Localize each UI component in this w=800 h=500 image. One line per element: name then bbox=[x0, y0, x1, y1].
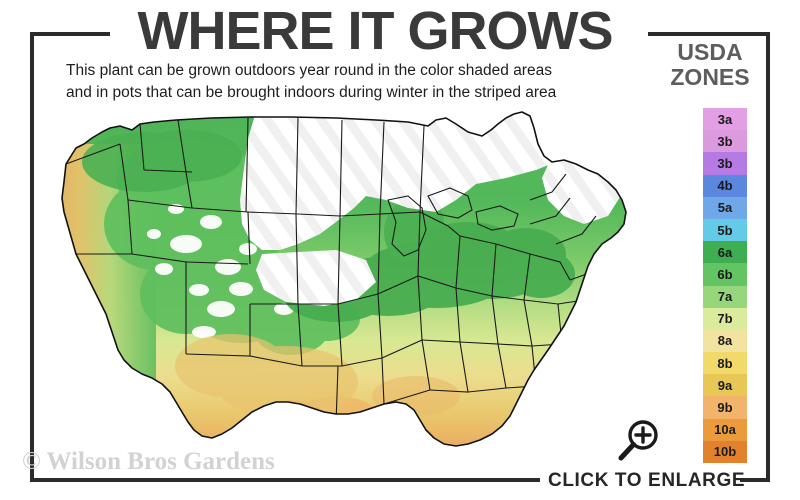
legend-swatch-9b-13: 9b bbox=[703, 396, 747, 419]
legend-swatch-5a-4: 5a bbox=[703, 196, 747, 219]
legend-swatch-10b-15: 10b bbox=[703, 440, 747, 463]
legend-swatch-7a-8: 7a bbox=[703, 285, 747, 308]
map-climate-fill bbox=[62, 112, 626, 446]
click-to-enlarge-label[interactable]: CLICK TO ENLARGE bbox=[548, 470, 746, 491]
legend-swatch-4b-3: 4b bbox=[703, 174, 747, 197]
map-svg bbox=[61, 111, 627, 447]
legend-swatch-3b-2: 3b bbox=[703, 152, 747, 175]
legend-title-line-2: ZONES bbox=[670, 64, 750, 90]
us-outline bbox=[61, 111, 627, 447]
legend-swatch-5b-5: 5b bbox=[703, 218, 747, 242]
legend-swatch-3b-1: 3b bbox=[703, 130, 747, 153]
legend-swatch-6b-7: 6b bbox=[703, 263, 747, 286]
page-title: WHERE IT GROWS bbox=[137, 1, 614, 61]
subtitle-line-2: and in pots that can be brought indoors … bbox=[66, 84, 557, 101]
frame-top-left-rail bbox=[30, 32, 110, 36]
state-boundaries bbox=[65, 117, 605, 425]
usda-zone-legend: 3a 3b 3b 4b 5a 5b 6a 6b 7a 7b 8a 8b 9a 9b 10a 10b bbox=[703, 108, 747, 463]
magnifier-plus-icon[interactable] bbox=[616, 418, 662, 464]
frame-bottom-gap-mask bbox=[540, 470, 740, 490]
legend-swatch-7b-9: 7b bbox=[703, 307, 747, 330]
legend-swatch-3a-0: 3a bbox=[703, 108, 747, 131]
frame-left-rail bbox=[30, 32, 34, 482]
legend-swatch-10a-14: 10a bbox=[703, 418, 747, 441]
legend-title-line-1: USDA bbox=[677, 39, 743, 65]
mountain-green-patches bbox=[104, 139, 360, 355]
legend-swatch-6a-6: 6a bbox=[703, 241, 747, 264]
frame-right-rail bbox=[766, 32, 770, 482]
legend-title: USDA ZONES bbox=[660, 40, 760, 90]
southwest-tan bbox=[175, 334, 358, 418]
subtitle-line-1: This plant can be grown outdoors year ro… bbox=[66, 62, 552, 79]
frame-top-right-rail bbox=[648, 32, 770, 36]
legend-swatch-9a-12: 9a bbox=[703, 374, 747, 397]
usda-hardiness-map[interactable] bbox=[36, 104, 656, 464]
legend-swatch-8a-10: 8a bbox=[703, 329, 747, 353]
frame-bottom-rail bbox=[30, 478, 770, 482]
legend-swatch-8b-11: 8b bbox=[703, 352, 747, 375]
subtitle: This plant can be grown outdoors year ro… bbox=[66, 60, 636, 104]
watermark: © Wilson Bros Gardens bbox=[22, 448, 275, 475]
